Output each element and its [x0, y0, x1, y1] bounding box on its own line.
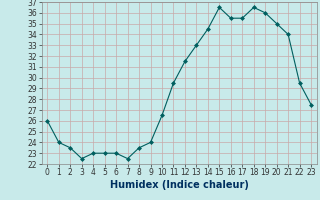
X-axis label: Humidex (Indice chaleur): Humidex (Indice chaleur)	[110, 180, 249, 190]
